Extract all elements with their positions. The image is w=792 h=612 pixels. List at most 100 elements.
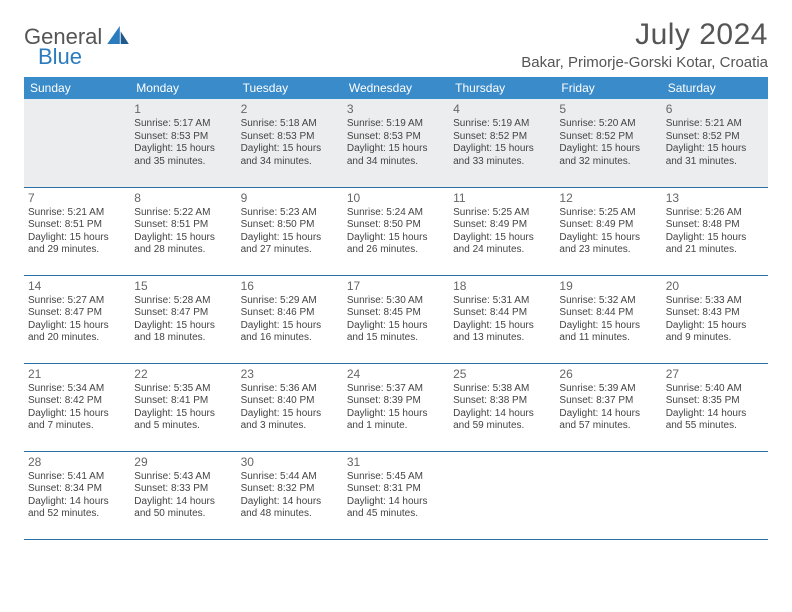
sunrise-line: Sunrise: 5:18 AM <box>241 118 339 131</box>
weekday-header: Sunday <box>24 77 130 99</box>
logo: General Blue <box>24 18 129 70</box>
day-number: 20 <box>666 279 764 294</box>
calendar-day-cell: 14Sunrise: 5:27 AMSunset: 8:47 PMDayligh… <box>24 275 130 363</box>
calendar-day-cell: 23Sunrise: 5:36 AMSunset: 8:40 PMDayligh… <box>237 363 343 451</box>
sunrise-line: Sunrise: 5:22 AM <box>134 207 232 220</box>
page-header: General Blue July 2024 Bakar, Primorje-G… <box>24 18 768 71</box>
daylight-line: Daylight: 15 hours and 28 minutes. <box>134 232 232 257</box>
sunrise-line: Sunrise: 5:27 AM <box>28 295 126 308</box>
daylight-line: Daylight: 14 hours and 50 minutes. <box>134 496 232 521</box>
sunset-line: Sunset: 8:33 PM <box>134 483 232 496</box>
sunset-line: Sunset: 8:40 PM <box>241 395 339 408</box>
day-number: 26 <box>559 367 657 382</box>
day-number: 19 <box>559 279 657 294</box>
sunset-line: Sunset: 8:34 PM <box>28 483 126 496</box>
sunrise-line: Sunrise: 5:37 AM <box>347 383 445 396</box>
location-text: Bakar, Primorje-Gorski Kotar, Croatia <box>521 54 768 71</box>
calendar-day-cell: 9Sunrise: 5:23 AMSunset: 8:50 PMDaylight… <box>237 187 343 275</box>
calendar-day-cell: 31Sunrise: 5:45 AMSunset: 8:31 PMDayligh… <box>343 451 449 539</box>
weekday-header: Saturday <box>662 77 768 99</box>
sunset-line: Sunset: 8:45 PM <box>347 307 445 320</box>
daylight-line: Daylight: 15 hours and 27 minutes. <box>241 232 339 257</box>
sunset-line: Sunset: 8:50 PM <box>241 219 339 232</box>
weekday-header: Wednesday <box>343 77 449 99</box>
day-number: 22 <box>134 367 232 382</box>
sunrise-line: Sunrise: 5:32 AM <box>559 295 657 308</box>
daylight-line: Daylight: 15 hours and 21 minutes. <box>666 232 764 257</box>
daylight-line: Daylight: 14 hours and 57 minutes. <box>559 408 657 433</box>
sunset-line: Sunset: 8:37 PM <box>559 395 657 408</box>
daylight-line: Daylight: 15 hours and 18 minutes. <box>134 320 232 345</box>
daylight-line: Daylight: 14 hours and 45 minutes. <box>347 496 445 521</box>
sunrise-line: Sunrise: 5:23 AM <box>241 207 339 220</box>
day-number: 6 <box>666 102 764 117</box>
calendar-week-row: 21Sunrise: 5:34 AMSunset: 8:42 PMDayligh… <box>24 363 768 451</box>
day-number: 31 <box>347 455 445 470</box>
sunrise-line: Sunrise: 5:20 AM <box>559 118 657 131</box>
calendar-week-row: 14Sunrise: 5:27 AMSunset: 8:47 PMDayligh… <box>24 275 768 363</box>
daylight-line: Daylight: 15 hours and 29 minutes. <box>28 232 126 257</box>
daylight-line: Daylight: 15 hours and 20 minutes. <box>28 320 126 345</box>
calendar-day-cell: 16Sunrise: 5:29 AMSunset: 8:46 PMDayligh… <box>237 275 343 363</box>
daylight-line: Daylight: 15 hours and 11 minutes. <box>559 320 657 345</box>
day-number: 29 <box>134 455 232 470</box>
sunset-line: Sunset: 8:48 PM <box>666 219 764 232</box>
sunrise-line: Sunrise: 5:38 AM <box>453 383 551 396</box>
day-number: 15 <box>134 279 232 294</box>
sunrise-line: Sunrise: 5:33 AM <box>666 295 764 308</box>
sunset-line: Sunset: 8:47 PM <box>134 307 232 320</box>
daylight-line: Daylight: 15 hours and 23 minutes. <box>559 232 657 257</box>
day-number: 11 <box>453 191 551 206</box>
calendar-day-cell: 21Sunrise: 5:34 AMSunset: 8:42 PMDayligh… <box>24 363 130 451</box>
calendar-week-row: 7Sunrise: 5:21 AMSunset: 8:51 PMDaylight… <box>24 187 768 275</box>
daylight-line: Daylight: 15 hours and 32 minutes. <box>559 143 657 168</box>
sunrise-line: Sunrise: 5:26 AM <box>666 207 764 220</box>
day-number: 14 <box>28 279 126 294</box>
calendar-day-cell: 12Sunrise: 5:25 AMSunset: 8:49 PMDayligh… <box>555 187 661 275</box>
calendar-day-cell: 6Sunrise: 5:21 AMSunset: 8:52 PMDaylight… <box>662 99 768 187</box>
sunset-line: Sunset: 8:39 PM <box>347 395 445 408</box>
weekday-header: Friday <box>555 77 661 99</box>
sunset-line: Sunset: 8:46 PM <box>241 307 339 320</box>
daylight-line: Daylight: 15 hours and 13 minutes. <box>453 320 551 345</box>
daylight-line: Daylight: 15 hours and 9 minutes. <box>666 320 764 345</box>
sunset-line: Sunset: 8:43 PM <box>666 307 764 320</box>
calendar-day-cell: 15Sunrise: 5:28 AMSunset: 8:47 PMDayligh… <box>130 275 236 363</box>
sunrise-line: Sunrise: 5:21 AM <box>666 118 764 131</box>
daylight-line: Daylight: 15 hours and 31 minutes. <box>666 143 764 168</box>
sunrise-line: Sunrise: 5:40 AM <box>666 383 764 396</box>
sunset-line: Sunset: 8:50 PM <box>347 219 445 232</box>
day-number: 21 <box>28 367 126 382</box>
sunrise-line: Sunrise: 5:44 AM <box>241 471 339 484</box>
sunrise-line: Sunrise: 5:36 AM <box>241 383 339 396</box>
day-number: 17 <box>347 279 445 294</box>
day-number: 5 <box>559 102 657 117</box>
daylight-line: Daylight: 15 hours and 16 minutes. <box>241 320 339 345</box>
sunset-line: Sunset: 8:38 PM <box>453 395 551 408</box>
day-number: 13 <box>666 191 764 206</box>
calendar-day-cell: 8Sunrise: 5:22 AMSunset: 8:51 PMDaylight… <box>130 187 236 275</box>
daylight-line: Daylight: 15 hours and 34 minutes. <box>241 143 339 168</box>
calendar-header-row: SundayMondayTuesdayWednesdayThursdayFrid… <box>24 77 768 99</box>
calendar-day-cell: 29Sunrise: 5:43 AMSunset: 8:33 PMDayligh… <box>130 451 236 539</box>
day-number: 2 <box>241 102 339 117</box>
month-title: July 2024 <box>521 18 768 52</box>
sunset-line: Sunset: 8:52 PM <box>453 131 551 144</box>
daylight-line: Daylight: 14 hours and 52 minutes. <box>28 496 126 521</box>
calendar-day-cell: 2Sunrise: 5:18 AMSunset: 8:53 PMDaylight… <box>237 99 343 187</box>
daylight-line: Daylight: 14 hours and 48 minutes. <box>241 496 339 521</box>
sunrise-line: Sunrise: 5:21 AM <box>28 207 126 220</box>
calendar-day-cell: 5Sunrise: 5:20 AMSunset: 8:52 PMDaylight… <box>555 99 661 187</box>
calendar-week-row: 1Sunrise: 5:17 AMSunset: 8:53 PMDaylight… <box>24 99 768 187</box>
sunset-line: Sunset: 8:51 PM <box>134 219 232 232</box>
calendar-day-cell: 13Sunrise: 5:26 AMSunset: 8:48 PMDayligh… <box>662 187 768 275</box>
calendar-empty-cell <box>555 451 661 539</box>
calendar-day-cell: 1Sunrise: 5:17 AMSunset: 8:53 PMDaylight… <box>130 99 236 187</box>
calendar-table: SundayMondayTuesdayWednesdayThursdayFrid… <box>24 77 768 540</box>
day-number: 3 <box>347 102 445 117</box>
calendar-day-cell: 25Sunrise: 5:38 AMSunset: 8:38 PMDayligh… <box>449 363 555 451</box>
sunrise-line: Sunrise: 5:34 AM <box>28 383 126 396</box>
sunset-line: Sunset: 8:31 PM <box>347 483 445 496</box>
calendar-empty-cell <box>24 99 130 187</box>
sunset-line: Sunset: 8:52 PM <box>666 131 764 144</box>
